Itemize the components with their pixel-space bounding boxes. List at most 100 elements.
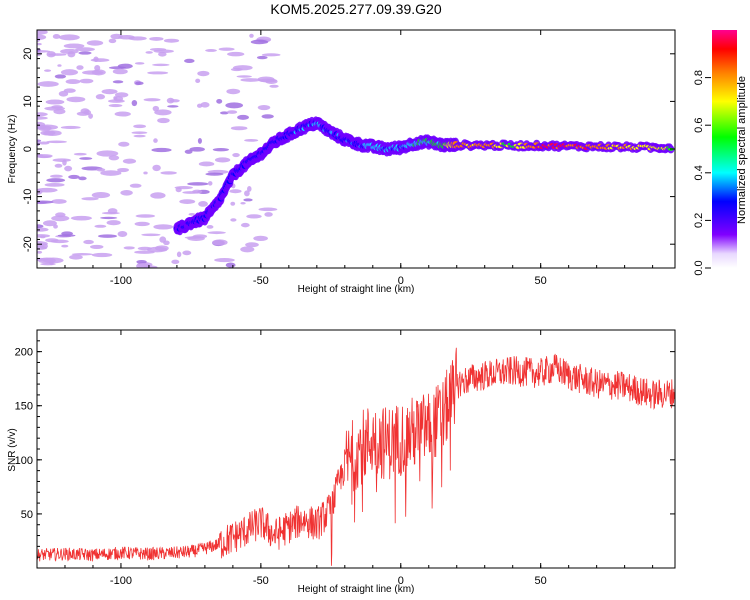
noise-blob [256,55,268,60]
noise-blob [108,38,117,44]
noise-blob [66,96,86,103]
snr-x-tick-label: 50 [535,575,547,587]
noise-blob [179,199,196,204]
noise-blob [129,183,142,188]
noise-blob [69,254,83,260]
spectrogram-y-tick-label: 10 [22,95,34,107]
noise-blob [38,257,56,264]
noise-blob [225,102,244,109]
spectrogram-y-tick-label: 20 [22,48,34,60]
colorbar-ticks: 0.0 0.2 0.4 0.6 0.8 [693,70,711,276]
noise-blob [264,212,273,217]
snr-x-tick-label: -50 [253,575,269,587]
noise-blob [63,88,76,93]
noise-blob [133,134,146,138]
noise-blob [184,149,193,154]
noise-blob [60,125,81,129]
noise-blob [81,197,99,201]
noise-blob [225,262,236,268]
noise-blob [91,252,113,258]
noise-blob [131,99,138,107]
noise-blob [37,250,43,254]
noise-blob [153,49,174,53]
spectrogram-y-tick-label: -20 [22,236,34,252]
noise-blob [45,238,59,243]
noise-blob [46,140,67,144]
noise-blob [240,246,255,253]
noise-blob [249,33,254,38]
noise-blob [247,186,252,192]
spectrogram-y-tick-label: 0 [22,146,34,152]
noise-blob [258,207,278,212]
noise-blob [166,97,175,104]
noise-blob [37,121,46,128]
noise-blob [40,262,56,266]
noise-blob [37,227,49,232]
noise-blob [131,131,148,135]
spectrogram-x-label: Height of straight line (km) [298,284,415,295]
noise-blob [83,239,94,245]
noise-blob [176,251,182,258]
noise-blob [152,164,161,172]
noise-blob [108,103,123,108]
noise-blob [205,172,224,176]
noise-blob [158,51,167,57]
noise-blob [100,216,118,220]
noise-blob [163,38,180,43]
noise-blob [71,252,93,256]
colorbar-gradient [712,30,737,268]
colorbar-tick-label: 0.0 [693,260,705,275]
noise-blob [188,212,196,216]
noise-blob [60,69,79,76]
noise-blob [200,102,210,108]
noise-blob [133,124,146,129]
noise-blob [37,81,59,87]
noise-blob [167,105,179,108]
noise-blob [78,51,92,55]
noise-blob [54,74,67,79]
noise-blob [206,225,214,229]
noise-blob [107,208,118,214]
noise-blob [37,116,48,120]
noise-blob [90,244,104,249]
noise-blob [245,242,259,248]
noise-blob [198,161,215,167]
noise-blob [152,63,170,67]
noise-blob [240,78,261,82]
noise-blob [50,174,63,178]
noise-blob [244,190,250,197]
noise-blob [55,212,66,218]
noise-blob [63,43,85,49]
noise-blob [96,168,106,172]
noise-blob [207,181,213,186]
noise-blob [101,89,118,95]
colorbar-tick-label: 0.2 [693,213,705,228]
noise-blob [37,234,51,238]
noise-blob [216,98,223,104]
noise-blob [108,66,126,70]
noise-blob [189,146,205,152]
noise-blob [198,200,208,207]
spectrogram-signal [173,116,675,236]
noise-blob [175,187,182,193]
colorbar-tick-label: 0.8 [693,70,705,85]
noise-blob [76,65,84,70]
noise-blob [149,36,164,41]
noise-blob [48,53,67,56]
noise-blob [91,69,106,76]
noise-blob [192,189,203,194]
spectrogram-y-tick-label: -10 [22,189,34,205]
noise-blob [269,84,279,88]
noise-blob [232,152,240,158]
noise-blob [100,170,122,176]
snr-frame [36,329,676,569]
noise-blob [106,220,121,226]
noise-blob [182,250,192,256]
noise-blob [230,218,237,222]
noise-blob [153,224,174,230]
spectrogram-x-tick-label: -50 [253,275,269,287]
noise-blob [134,81,144,86]
noise-blob [153,138,158,143]
